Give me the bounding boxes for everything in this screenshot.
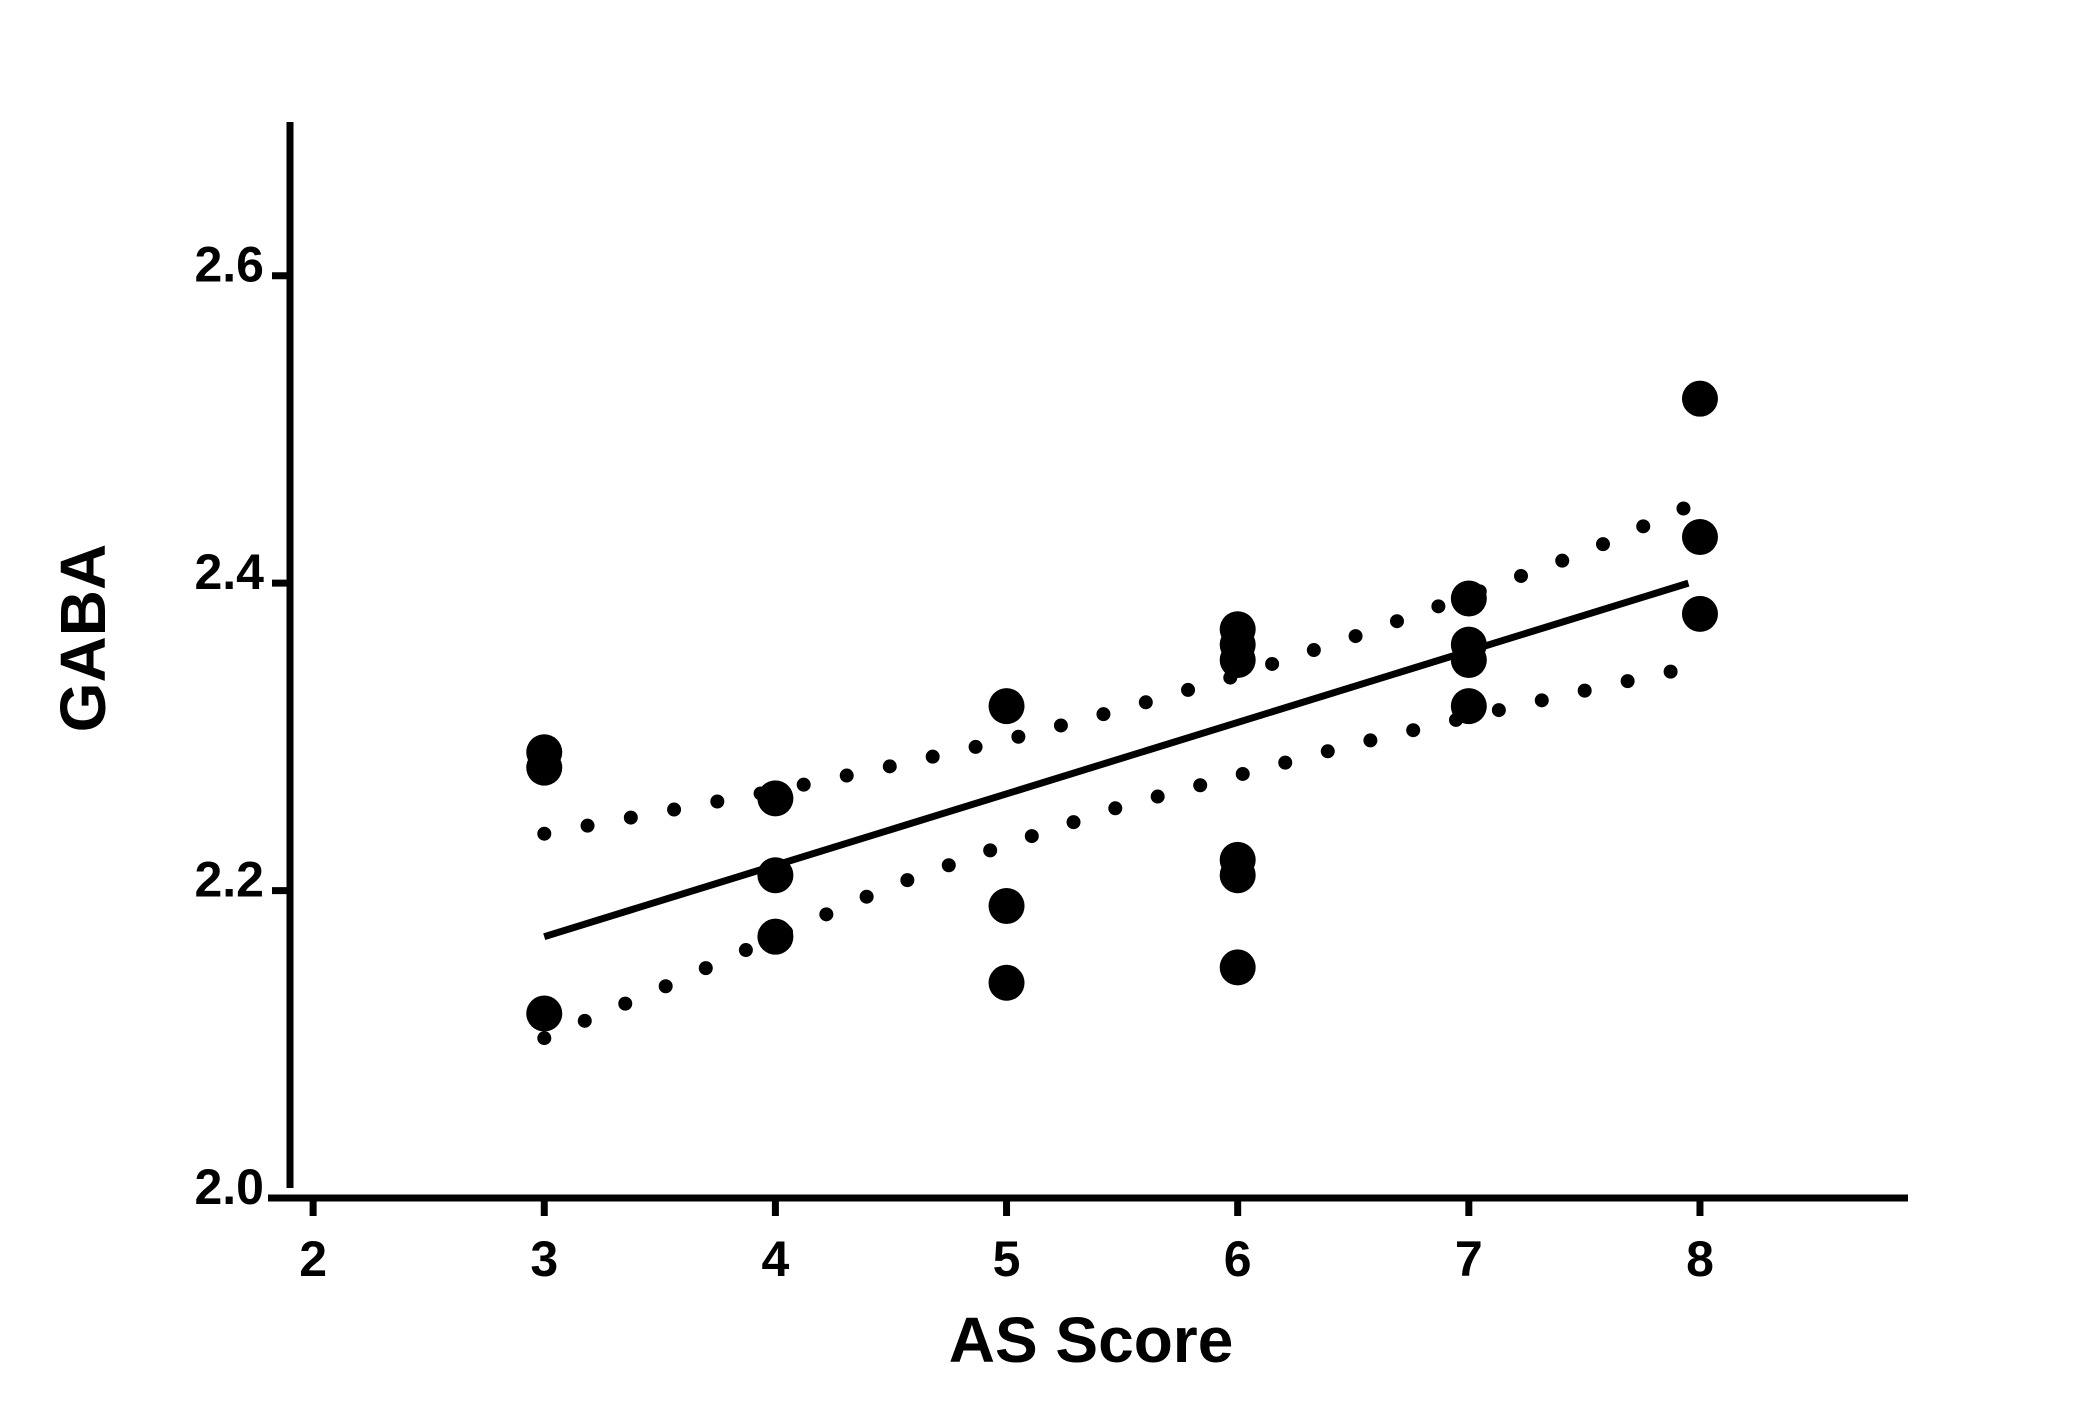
x-axis-title: AS Score <box>949 1304 1234 1376</box>
data-points <box>526 380 1718 1032</box>
x-tick-label: 6 <box>1224 1231 1252 1287</box>
data-point <box>526 749 563 786</box>
data-point <box>1681 519 1718 556</box>
regression-line-group <box>543 579 1690 941</box>
data-point <box>988 964 1025 1001</box>
y-axis-title: GABA <box>47 544 119 732</box>
data-point <box>1450 688 1487 725</box>
data-point <box>1450 642 1487 678</box>
axis-labels: 2 3 4 5 6 7 8 2.0 2.2 2.4 2.6 AS Score GABA <box>47 237 1714 1376</box>
regression-line <box>543 579 1690 941</box>
x-tick-label: 5 <box>993 1231 1021 1287</box>
data-point <box>1219 642 1256 678</box>
data-point <box>1681 380 1718 417</box>
x-tick-label: 4 <box>761 1231 789 1287</box>
y-tick-label: 2.6 <box>194 237 264 293</box>
x-tick-label: 3 <box>530 1231 558 1287</box>
data-point <box>757 918 794 955</box>
confidence-band-upper <box>537 499 1696 841</box>
x-tick-label: 2 <box>299 1231 327 1287</box>
x-tick-label: 8 <box>1686 1231 1714 1287</box>
data-point <box>1681 595 1718 632</box>
data-point <box>757 857 794 894</box>
y-tick-label: 2.0 <box>194 1159 264 1215</box>
data-point <box>1219 857 1256 894</box>
y-tick-label: 2.2 <box>194 852 264 908</box>
data-point <box>1450 580 1487 617</box>
data-point <box>988 688 1025 725</box>
data-point <box>757 780 794 817</box>
data-point <box>988 887 1025 924</box>
data-point <box>1219 949 1256 986</box>
axes <box>268 122 1908 1216</box>
data-point <box>526 995 563 1032</box>
y-tick-label: 2.4 <box>194 544 264 600</box>
confidence-band <box>537 499 1696 1046</box>
confidence-band-lower <box>537 660 1696 1046</box>
x-tick-label: 7 <box>1455 1231 1483 1287</box>
